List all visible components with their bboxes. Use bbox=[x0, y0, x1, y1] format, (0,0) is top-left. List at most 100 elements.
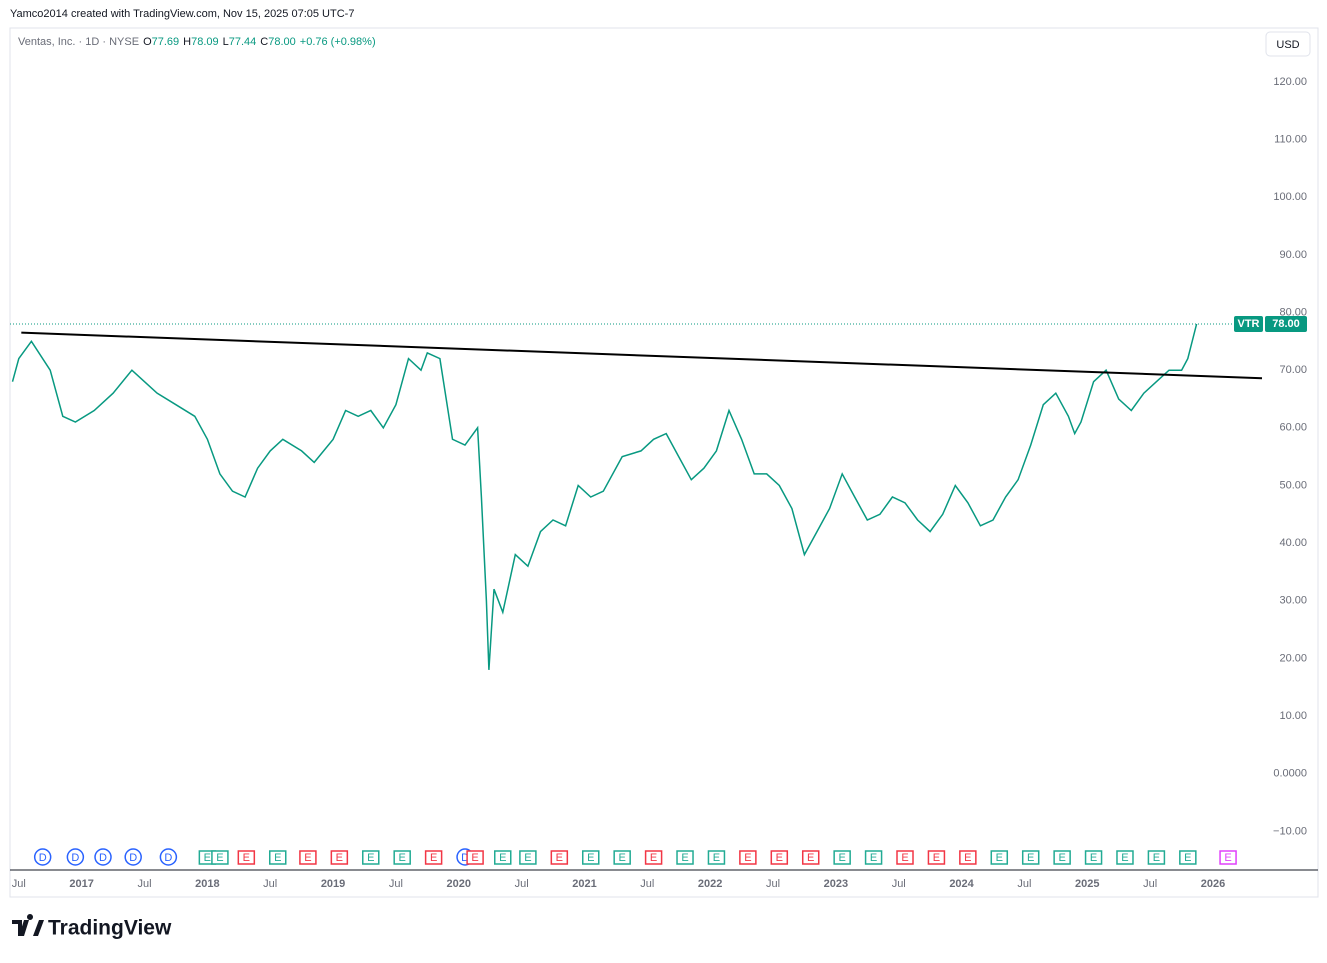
event-earnings bbox=[1021, 850, 1040, 865]
event-label: D bbox=[129, 852, 137, 864]
symbol-label: VTR bbox=[1238, 318, 1260, 330]
event-label: D bbox=[164, 852, 172, 864]
y-tick-label: 40.00 bbox=[1279, 537, 1307, 549]
x-tick-label: Jul bbox=[515, 878, 529, 890]
y-tick-label: 80.00 bbox=[1279, 306, 1307, 318]
x-tick-label: 2023 bbox=[824, 878, 848, 890]
event-earnings bbox=[330, 850, 349, 865]
x-tick-label: 2018 bbox=[195, 878, 219, 890]
event-earnings bbox=[801, 850, 820, 865]
trendline bbox=[21, 331, 1263, 380]
event-label: E bbox=[399, 852, 406, 864]
event-label: E bbox=[713, 852, 720, 864]
event-earnings bbox=[237, 850, 256, 865]
event-earnings bbox=[466, 850, 484, 865]
y-tick-label: −10.00 bbox=[1273, 825, 1307, 837]
event-earnings bbox=[1219, 850, 1237, 865]
event-earnings bbox=[1116, 850, 1134, 865]
event-label: E bbox=[1121, 852, 1128, 864]
event-earnings bbox=[770, 850, 789, 865]
event-label: E bbox=[430, 852, 437, 864]
event-label: E bbox=[901, 852, 908, 864]
event-label: E bbox=[650, 852, 657, 864]
legend-high: 78.09 bbox=[191, 36, 219, 48]
event-dividend bbox=[66, 848, 85, 866]
legend-low: 77.44 bbox=[229, 36, 257, 48]
legend-high-label: H bbox=[183, 36, 191, 48]
event-label: E bbox=[838, 852, 845, 864]
event-label: E bbox=[1027, 852, 1034, 864]
event-label: E bbox=[807, 852, 814, 864]
legend-close: 78.00 bbox=[268, 36, 296, 48]
event-label: E bbox=[471, 852, 478, 864]
event-label: E bbox=[204, 852, 211, 864]
event-earnings bbox=[739, 850, 757, 865]
y-tick-label: 90.00 bbox=[1279, 249, 1307, 261]
event-label: E bbox=[681, 852, 688, 864]
x-tick-label: Jul bbox=[640, 878, 654, 890]
legend-low-label: L bbox=[223, 36, 229, 48]
x-tick-label: Jul bbox=[12, 878, 26, 890]
event-earnings bbox=[613, 850, 631, 865]
event-dividend bbox=[33, 848, 52, 866]
event-label: E bbox=[274, 852, 281, 864]
event-earnings bbox=[424, 850, 443, 865]
event-label: E bbox=[499, 852, 506, 864]
event-label: D bbox=[461, 852, 469, 864]
event-earnings bbox=[362, 850, 380, 865]
event-label: E bbox=[336, 852, 343, 864]
legend-change: +0.76 (+0.98%) bbox=[300, 36, 376, 48]
event-earnings bbox=[644, 850, 663, 865]
y-tick-label: 20.00 bbox=[1279, 652, 1307, 664]
event-label: E bbox=[964, 852, 971, 864]
event-earnings bbox=[519, 850, 537, 865]
event-earnings bbox=[268, 850, 287, 865]
y-tick-label: 30.00 bbox=[1279, 595, 1307, 607]
currency-button[interactable] bbox=[1265, 31, 1311, 57]
x-tick-label: Jul bbox=[766, 878, 780, 890]
event-earnings bbox=[896, 850, 914, 865]
currency[interactable]: USD bbox=[1276, 39, 1299, 51]
event-earnings bbox=[990, 850, 1009, 865]
event-dividend bbox=[124, 848, 142, 866]
event-label: E bbox=[933, 852, 940, 864]
event-earnings bbox=[707, 850, 726, 865]
y-tick-label: 60.00 bbox=[1279, 422, 1307, 434]
event-earnings bbox=[959, 850, 977, 865]
event-earnings bbox=[927, 850, 946, 865]
legend: Ventas, Inc. · 1D · NYSE O 77.69 H 78.09 L 77.… bbox=[18, 36, 376, 48]
event-label: E bbox=[1224, 852, 1231, 864]
event-earnings bbox=[864, 850, 883, 865]
x-tick-label: 2022 bbox=[698, 878, 722, 890]
x-tick-label: 2021 bbox=[572, 878, 596, 890]
event-label: E bbox=[619, 852, 626, 864]
event-label: E bbox=[524, 852, 531, 864]
event-earnings bbox=[393, 850, 411, 865]
x-tick-label: Jul bbox=[137, 878, 151, 890]
price-label: 78.00 bbox=[1272, 318, 1300, 330]
event-earnings bbox=[550, 850, 569, 865]
event-dividend bbox=[159, 848, 178, 866]
event-label: E bbox=[870, 852, 877, 864]
x-tick-label: 2025 bbox=[1075, 878, 1099, 890]
y-tick-label: 50.00 bbox=[1279, 479, 1307, 491]
chart-frame bbox=[9, 27, 1319, 898]
logo-text: TradingView bbox=[48, 917, 172, 940]
event-earnings bbox=[299, 850, 317, 865]
event-dividend bbox=[94, 848, 112, 866]
price-badge bbox=[1265, 316, 1307, 333]
event-label: E bbox=[776, 852, 783, 864]
event-earnings bbox=[1084, 850, 1103, 865]
x-tick-label: 2019 bbox=[321, 878, 345, 890]
event-label: E bbox=[1153, 852, 1160, 864]
event-label: E bbox=[243, 852, 250, 864]
event-label: E bbox=[996, 852, 1003, 864]
event-label: E bbox=[744, 852, 751, 864]
event-label: E bbox=[556, 852, 563, 864]
legend-close-label: C bbox=[260, 36, 268, 48]
y-tick-label: 70.00 bbox=[1279, 364, 1307, 376]
y-tick-label: 120.00 bbox=[1273, 76, 1307, 88]
x-tick-label: Jul bbox=[263, 878, 277, 890]
x-tick-label: 2020 bbox=[447, 878, 471, 890]
event-earnings bbox=[211, 850, 229, 865]
